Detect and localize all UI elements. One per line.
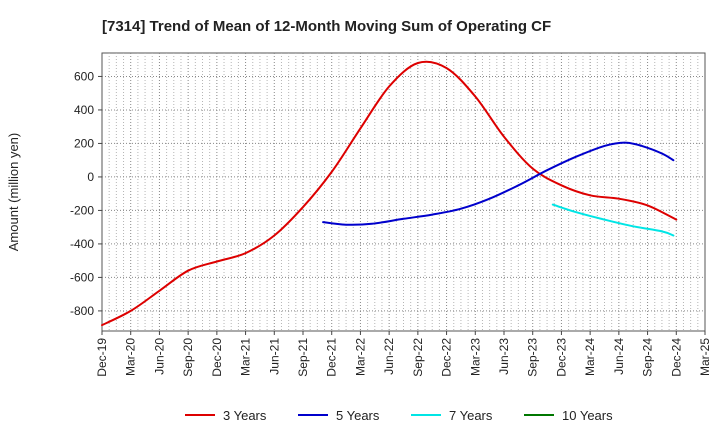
- x-tick-label: Mar-20: [124, 338, 138, 376]
- x-tick-label: Mar-21: [239, 338, 253, 376]
- y-tick-label: -600: [70, 270, 94, 284]
- x-tick-label: Mar-22: [353, 338, 367, 376]
- x-tick-label: Dec-22: [440, 338, 454, 377]
- y-tick-label: 400: [74, 103, 94, 117]
- legend-label-3: 7 Years: [449, 408, 493, 423]
- x-tick-label: Dec-23: [554, 338, 568, 377]
- y-axis-label: Amount (million yen): [6, 133, 21, 252]
- y-axis-ticks: 600 400 200 0 -200 -400 -600 -800: [70, 69, 102, 318]
- series-lines: [101, 60, 678, 327]
- series-line-1: [101, 60, 678, 327]
- x-tick-label: Sep-24: [641, 338, 655, 377]
- x-tick-label: Jun-24: [612, 338, 626, 375]
- x-tick-label: Sep-22: [411, 338, 425, 377]
- x-tick-label: Dec-19: [95, 338, 109, 377]
- x-tick-label: Mar-23: [468, 338, 482, 376]
- x-tick-label: Sep-21: [296, 338, 310, 377]
- x-tick-label: Jun-21: [267, 338, 281, 375]
- x-tick-label: Dec-21: [325, 338, 339, 377]
- x-tick-label: Jun-23: [497, 338, 511, 375]
- x-tick-label: Mar-24: [583, 338, 597, 376]
- y-tick-label: 0: [87, 170, 94, 184]
- x-tick-label: Sep-23: [526, 338, 540, 377]
- grid: [102, 53, 705, 331]
- y-tick-label: -400: [70, 237, 94, 251]
- y-tick-label: 200: [74, 136, 94, 150]
- x-tick-label: Jun-20: [152, 338, 166, 375]
- legend: 3 Years 5 Years 7 Years 10 Years: [185, 408, 613, 423]
- chart-title: [7314] Trend of Mean of 12-Month Moving …: [102, 18, 551, 35]
- x-tick-label: Dec-20: [210, 338, 224, 377]
- series-line-2: [322, 141, 675, 226]
- series-line-3: [551, 203, 675, 237]
- x-tick-label: Mar-25: [698, 338, 712, 376]
- y-tick-label: 600: [74, 69, 94, 83]
- x-tick-label: Jun-22: [382, 338, 396, 375]
- x-tick-label: Dec-24: [669, 338, 683, 377]
- y-tick-label: -200: [70, 203, 94, 217]
- legend-label-2: 5 Years: [336, 408, 380, 423]
- legend-label-1: 3 Years: [223, 408, 267, 423]
- x-axis-ticks: Dec-19 Mar-20 Jun-20 Sep-20 Dec-20 Mar-21 Jun-…: [95, 331, 712, 377]
- y-tick-label: -800: [70, 304, 94, 318]
- x-tick-label: Sep-20: [181, 338, 195, 377]
- legend-label-4: 10 Years: [562, 408, 613, 423]
